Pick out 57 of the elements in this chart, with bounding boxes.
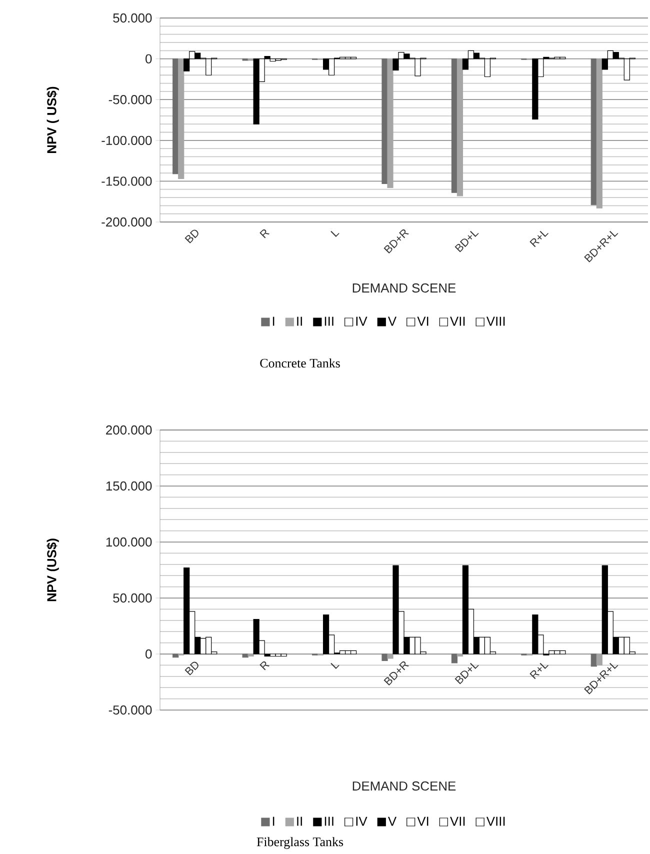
bar [451,58,458,193]
legend-label: V [388,316,396,326]
legend-label: II [297,816,302,826]
x-tick-label: R+L [530,662,549,680]
y-tick-label: 150.000 [106,481,152,491]
bar [387,654,394,659]
y-tick-label: 0 [146,54,152,64]
bar [456,58,464,196]
x-tick-label: BD [184,230,198,244]
legend-label: II [297,316,302,326]
bar [172,654,179,658]
legend-label: VI [417,816,428,826]
legend-label: VII [450,316,465,326]
legend-label: VI [417,316,428,326]
legend-label: V [388,816,396,826]
y-tick-label: -150.000 [102,176,152,186]
bar [387,58,394,188]
bar [178,58,184,180]
x-tick-label: R+L [530,230,549,248]
x-tick-label: L [330,662,340,669]
y-tick-label: 50.000 [113,13,152,23]
legend-label: VII [450,816,465,826]
x-tick-label: L [330,230,340,237]
bar [172,58,179,174]
text: Fiberglass Tanks [256,837,344,849]
bar [242,654,248,658]
y-tick-label: -50.000 [108,95,152,104]
bar [456,654,464,657]
y-tick-label: -50.000 [108,705,152,715]
legend-label: IV [356,316,368,326]
bar [590,58,597,206]
bar [382,654,388,662]
bar [596,58,602,208]
legend-label: VIII [486,816,505,826]
x-axis-title: DEMAND SCENE [352,781,456,791]
x-tick-label: R [260,661,270,670]
bar [248,654,254,657]
y-axis-title: NPV ( US$) [46,86,59,153]
legend-label: I [272,816,274,826]
y-tick-label: -100.000 [102,136,152,145]
x-tick-label: BD [184,662,198,676]
legend-label: VIII [486,316,505,326]
y-tick-label: 50.000 [113,593,152,603]
legend-label: III [324,316,334,326]
legend-label: IV [356,816,368,826]
y-tick-label: 0 [146,649,152,659]
text: Concrete Tanks [260,358,340,368]
bar [451,654,458,664]
bar [382,58,388,184]
y-tick-label: -200.000 [102,217,152,227]
y-tick-label: 100.000 [106,537,152,547]
y-axis-title: NPV (US$) [46,538,59,602]
x-tick-label: R [260,229,270,238]
legend-label: I [272,316,274,326]
y-tick-label: 200.000 [106,425,152,435]
legend-label: III [324,816,334,826]
x-axis-title: DEMAND SCENE [352,283,456,293]
